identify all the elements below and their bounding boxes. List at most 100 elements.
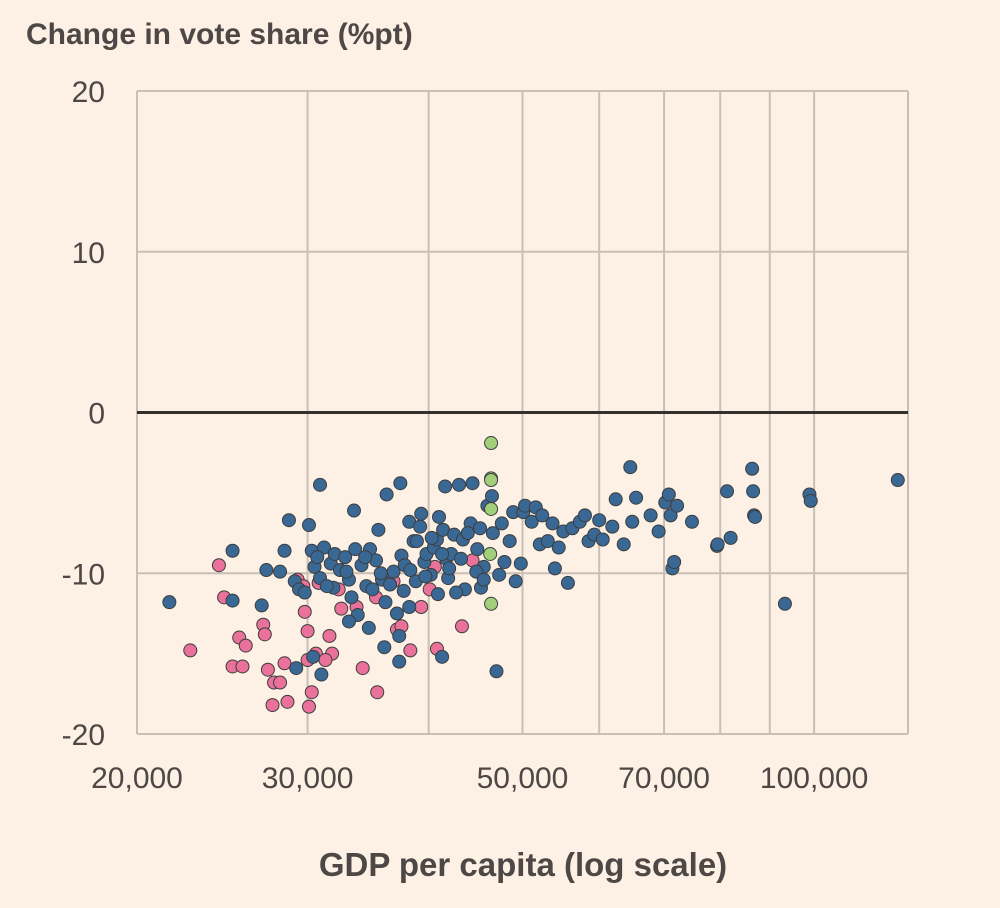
data-point-blue [663,508,678,523]
data-point-pink [318,653,333,668]
data-point-pink [211,558,226,573]
x-axis-label: GDP per capita (log scale) [319,846,727,883]
data-point-blue [301,518,316,533]
data-point-blue [259,563,274,578]
data-point-blue [710,537,725,552]
data-point-pink [322,628,337,643]
y-tick-label: 10 [72,237,105,270]
data-point-blue [670,498,685,513]
data-point-blue [392,628,407,643]
data-point-blue [314,667,329,682]
data-point-pink [257,627,272,642]
data-point-blue [273,564,288,579]
data-point-pink [238,638,253,653]
data-point-blue [651,524,666,539]
data-point-pink [403,643,418,658]
data-point-pink [277,656,292,671]
y-tick-label: 0 [88,398,105,431]
data-point-blue [281,513,296,528]
data-point-pink [297,604,312,619]
data-point-blue [502,534,517,549]
data-point-green [484,473,499,488]
data-point-blue [442,561,457,576]
data-point-blue [494,516,509,531]
data-point-blue [476,572,491,587]
data-point-blue [310,550,325,565]
x-tick-label: 50,000 [477,762,569,795]
data-point-blue [616,537,631,552]
data-point-blue [449,585,464,600]
data-point-blue [344,590,359,605]
data-point-pink [454,619,469,634]
data-point-blue [551,540,566,555]
data-point-blue [358,550,373,565]
data-point-blue [393,476,408,491]
data-point-pink [235,659,250,674]
x-tick-label: 70,000 [618,762,710,795]
data-point-blue [535,508,550,523]
data-point-blue [643,508,658,523]
data-point-blue [748,509,763,524]
data-point-pink [183,643,198,658]
data-point-blue [623,460,638,475]
data-point-pink [304,685,319,700]
data-point-blue [592,513,607,528]
data-point-blue [473,521,488,536]
data-point-blue [338,550,353,565]
data-point-blue [339,564,354,579]
data-point-pink [334,601,349,616]
data-point-blue [560,575,575,590]
data-point-blue [413,519,428,534]
data-point-blue [383,577,398,592]
data-point-blue [497,554,512,569]
data-point-blue [452,477,467,492]
data-point-blue [317,540,332,555]
data-point-blue [595,532,610,547]
data-point-blue [547,561,562,576]
data-point-blue [162,595,177,610]
data-point-pink [414,600,429,615]
data-point-blue [629,490,644,505]
data-point-blue [371,522,386,537]
data-point-green [483,546,498,561]
data-point-blue [453,551,468,566]
data-point-blue [777,596,792,611]
x-tick-label: 20,000 [91,762,183,795]
data-point-pink [273,675,288,690]
data-point-blue [667,554,682,569]
data-point-blue [361,620,376,635]
data-point-blue [513,556,528,571]
data-point-blue [379,487,394,502]
data-point-blue [438,479,453,494]
data-point-blue [489,664,504,679]
data-point-blue [432,509,447,524]
data-point-blue [803,493,818,508]
data-point-blue [484,489,499,504]
data-point-blue [347,503,362,518]
data-point-blue [341,614,356,629]
y-tick-label: -10 [62,558,105,591]
data-point-blue [492,567,507,582]
data-point-blue [723,530,738,545]
data-point-blue [430,587,445,602]
data-point-blue [890,473,905,488]
data-point-blue [277,543,292,558]
data-point-blue [414,506,429,521]
data-point-blue [684,514,699,529]
data-point-blue [577,508,592,523]
data-point-blue [409,534,424,549]
data-point-blue [470,542,485,557]
y-axis-label: Change in vote share (%pt) [26,18,413,51]
data-point-blue [508,574,523,589]
data-point-blue [225,543,240,558]
data-point-pink [355,661,370,676]
data-point-blue [424,530,439,545]
data-point-blue [524,514,539,529]
data-point-blue [313,477,328,492]
data-point-blue [377,640,392,655]
data-point-blue [540,534,555,549]
data-point-green [484,596,499,611]
data-point-blue [435,546,450,561]
